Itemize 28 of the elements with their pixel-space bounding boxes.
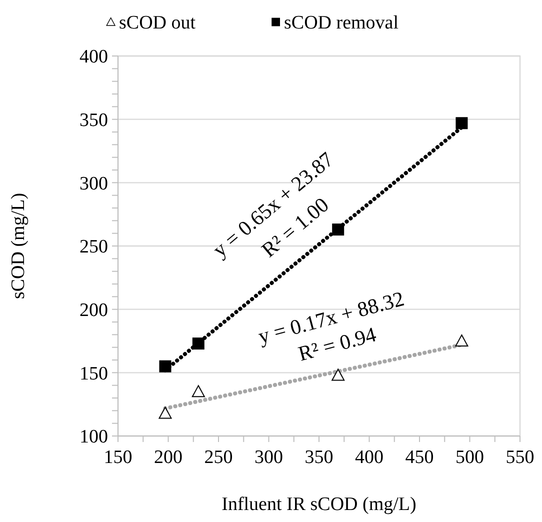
y-tick-label: 100 [80, 426, 108, 448]
x-tick-label: 400 [355, 447, 384, 468]
y-tick-label: 200 [80, 300, 108, 321]
point [159, 360, 172, 372]
x-tick-label: 500 [456, 447, 484, 468]
x-tick-label: 200 [154, 447, 182, 468]
x-tick-label: 550 [506, 447, 534, 468]
point [332, 368, 345, 381]
point [332, 224, 344, 236]
x-tick-label: 150 [104, 447, 132, 468]
y-tick-label: 400 [80, 46, 108, 68]
y-axis-title: sCOD (mg/L) [8, 192, 29, 300]
point [192, 338, 204, 350]
point [456, 117, 468, 130]
x-tick-label: 450 [405, 447, 434, 468]
legend-label: sCOD out [119, 12, 196, 34]
x-tick-label: 250 [204, 447, 233, 468]
y-tick-label: 300 [80, 173, 108, 194]
y-tick-label: 350 [80, 110, 108, 131]
point [158, 406, 172, 419]
x-tick-label: 350 [304, 447, 334, 468]
legend-label: sCOD removal [284, 12, 399, 34]
x-axis-title: Influent IR sCOD (mg/L) [222, 494, 416, 515]
y-tick-label: 250 [80, 236, 108, 258]
y-tick-label: 150 [80, 363, 108, 384]
x-tick-label: 300 [254, 447, 283, 468]
point [455, 334, 468, 346]
point [192, 385, 205, 398]
